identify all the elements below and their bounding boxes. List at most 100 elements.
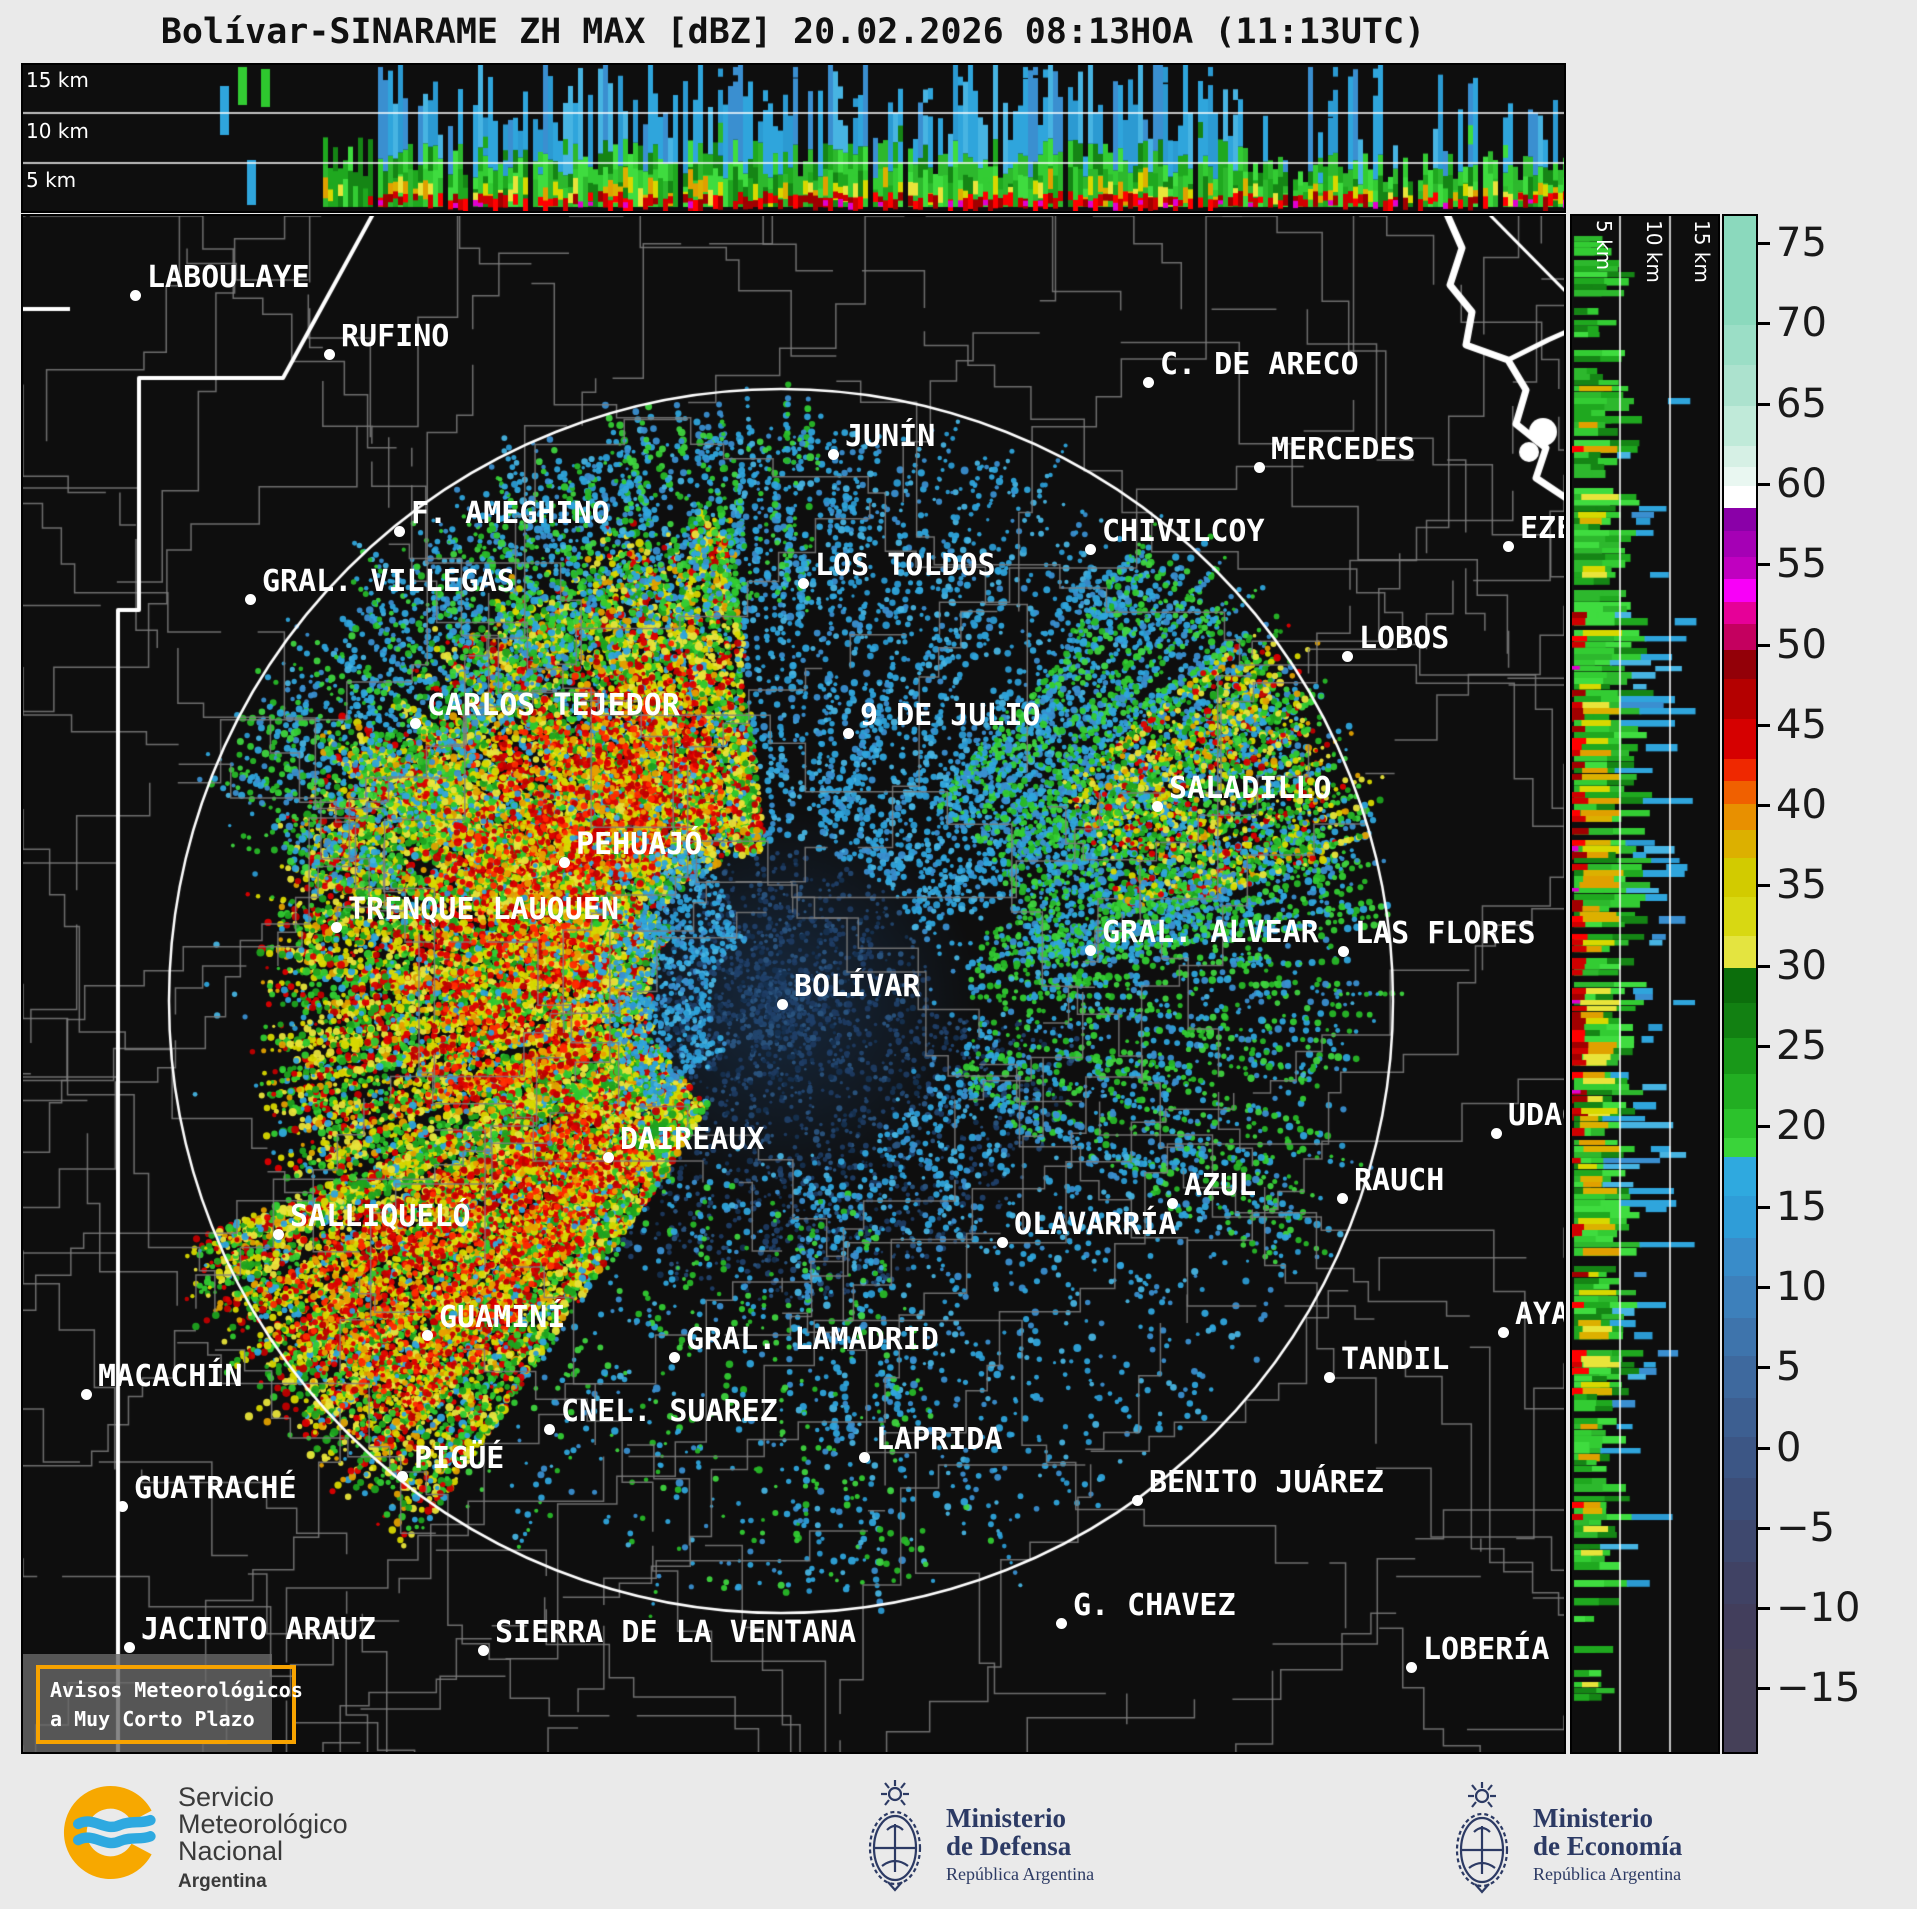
city-dot-rauch (1336, 1192, 1348, 1204)
colorbar-ticklabel: 5 (1776, 1344, 1802, 1391)
city-dot-chivilcoy (1084, 543, 1096, 555)
colorbar-ticklabel: 50 (1776, 621, 1827, 668)
colorbar-segment (1724, 216, 1756, 326)
city-label-laprida: LAPRIDA (876, 1422, 1003, 1457)
top-panel-altitude-label: 5 km (26, 168, 77, 192)
city-dot-macachin (80, 1388, 92, 1400)
city-dot-tandil (1323, 1371, 1335, 1383)
colorbar-segment (1724, 1398, 1756, 1437)
city-label-chivilcoy: CHIVILCOY (1102, 514, 1265, 549)
city-dot-gral-lamadrid (668, 1351, 680, 1363)
colorbar-segment (1724, 405, 1756, 446)
colorbar-ticklabel: −5 (1776, 1504, 1835, 1551)
city-label-jacinto-arauz: JACINTO ARAUZ (141, 1612, 376, 1647)
top-panel-altitude-label: 15 km (26, 68, 89, 92)
colorbar-tickmark (1758, 1687, 1770, 1691)
colorbar-tickmark (1758, 1205, 1770, 1209)
colorbar-segment (1724, 1561, 1756, 1604)
colorbar-tickmark (1758, 804, 1770, 808)
city-label-bolivar: BOLÍVAR (794, 969, 921, 1004)
city-dot-rufino (323, 348, 335, 360)
city-dot-laprida (858, 1451, 870, 1463)
notice-text: Avisos Meteorológicos a Muy Corto Plazo (50, 1676, 303, 1734)
colorbar-segment (1724, 935, 1756, 968)
economia-line2: de Economía (1533, 1831, 1683, 1861)
city-label-gral-lamadrid: GRAL. LAMADRID (686, 1322, 939, 1357)
city-dot-ayacucho (1497, 1326, 1509, 1338)
city-dot-gral-villegas (244, 593, 256, 605)
city-label-f-ameghino: F. AMEGHINO (411, 496, 610, 531)
colorbar-segment (1724, 485, 1756, 509)
colorbar-segment (1724, 1317, 1756, 1357)
city-label-trenque-lauquen: TRENQUE LAUQUEN (348, 892, 619, 927)
city-dot-cnel-suarez (543, 1423, 555, 1435)
city-dot-f-ameghino (393, 525, 405, 537)
colorbar-tickmark (1758, 402, 1770, 406)
right-panel-altitude-label: 5 km (1592, 220, 1616, 271)
city-dot-guamini (421, 1329, 433, 1341)
city-dot-junin (827, 448, 839, 460)
city-label-gral-villegas: GRAL. VILLEGAS (262, 564, 515, 599)
city-label-tandil: TANDIL (1341, 1342, 1450, 1377)
city-label-udaquiola: UDAQUIOLA (1508, 1098, 1564, 1133)
city-dot-sierra-de-la-ventana (477, 1644, 489, 1656)
colorbar-segment (1724, 678, 1756, 719)
colorbar-segment (1724, 508, 1756, 531)
notice-line2: a Muy Corto Plazo (50, 1707, 255, 1731)
defensa-coat-of-arms-icon (868, 1780, 922, 1892)
colorbar-tickmark (1758, 643, 1770, 647)
colorbar-segment (1724, 1356, 1756, 1399)
colorbar-segment (1724, 624, 1756, 650)
colorbar-ticklabel: 70 (1776, 300, 1827, 347)
city-label-olavarria: OLAVARRÍA (1014, 1207, 1177, 1242)
smn-line3: Nacional (178, 1836, 284, 1866)
colorbar-segment (1724, 1038, 1756, 1074)
colorbar-ticklabel: 0 (1776, 1424, 1802, 1471)
city-dot-benito-juarez (1131, 1494, 1143, 1506)
colorbar-ticklabel: −15 (1776, 1665, 1861, 1712)
colorbar-segment (1724, 1436, 1756, 1479)
defensa-line1: Ministerio (946, 1803, 1066, 1833)
city-label-cnel-suarez: CNEL. SUAREZ (561, 1394, 778, 1429)
colorbar-segment (1724, 1603, 1756, 1649)
city-label-mercedes: MERCEDES (1271, 432, 1416, 467)
city-label-rauch: RAUCH (1354, 1163, 1445, 1198)
city-label-c-de-areco: C. DE ARECO (1160, 347, 1359, 382)
city-label-lobos: LOBOS (1359, 621, 1450, 656)
colorbar-ticklabel: 65 (1776, 380, 1827, 427)
city-dot-olavarria (996, 1236, 1008, 1248)
city-label-loberia: LOBERÍA (1423, 1632, 1550, 1667)
colorbar-tickmark (1758, 322, 1770, 326)
colorbar-segment (1724, 1195, 1756, 1238)
top-cross-section-panel (21, 63, 1566, 213)
colorbar-tickmark (1758, 563, 1770, 567)
smn-logo-icon (63, 1785, 158, 1880)
city-dot-ezeiza (1502, 540, 1514, 552)
notice-backing (23, 1654, 272, 1752)
colorbar-segment (1724, 718, 1756, 759)
city-label-guatrache: GUATRACHÉ (134, 1471, 297, 1506)
colorbar-ticklabel: 45 (1776, 701, 1827, 748)
colorbar-ticklabel: 10 (1776, 1263, 1827, 1310)
weather-warning-notice-box: Avisos Meteorológicos a Muy Corto Plazo (36, 1665, 303, 1744)
city-dot-carlos-tejedor (409, 717, 421, 729)
city-label-carlos-tejedor: CARLOS TEJEDOR (427, 688, 680, 723)
city-dot-azul (1166, 1197, 1178, 1209)
colorbar-ticklabel: 15 (1776, 1183, 1827, 1230)
city-dot-guatrache (116, 1500, 128, 1512)
city-dot-los-toldos (797, 577, 809, 589)
colorbar-tickmark (1758, 1366, 1770, 1370)
colorbar-segment (1724, 803, 1756, 830)
smn-country: Argentina (178, 1871, 267, 1892)
colorbar-tickmark (1758, 1045, 1770, 1048)
city-dot-udaquiola (1490, 1127, 1502, 1139)
city-label-gral-alvear: GRAL. ALVEAR (1102, 915, 1319, 950)
city-label-9-de-julio: 9 DE JULIO (860, 698, 1041, 733)
colorbar-segment (1724, 445, 1756, 467)
colorbar-segment (1724, 579, 1756, 602)
economia-sub: República Argentina (1533, 1864, 1682, 1884)
city-label-las-flores: LAS FLORES (1355, 916, 1536, 951)
city-dot-pigue (396, 1470, 408, 1482)
colorbar-tickmark (1758, 242, 1770, 245)
colorbar-segment (1724, 365, 1756, 406)
